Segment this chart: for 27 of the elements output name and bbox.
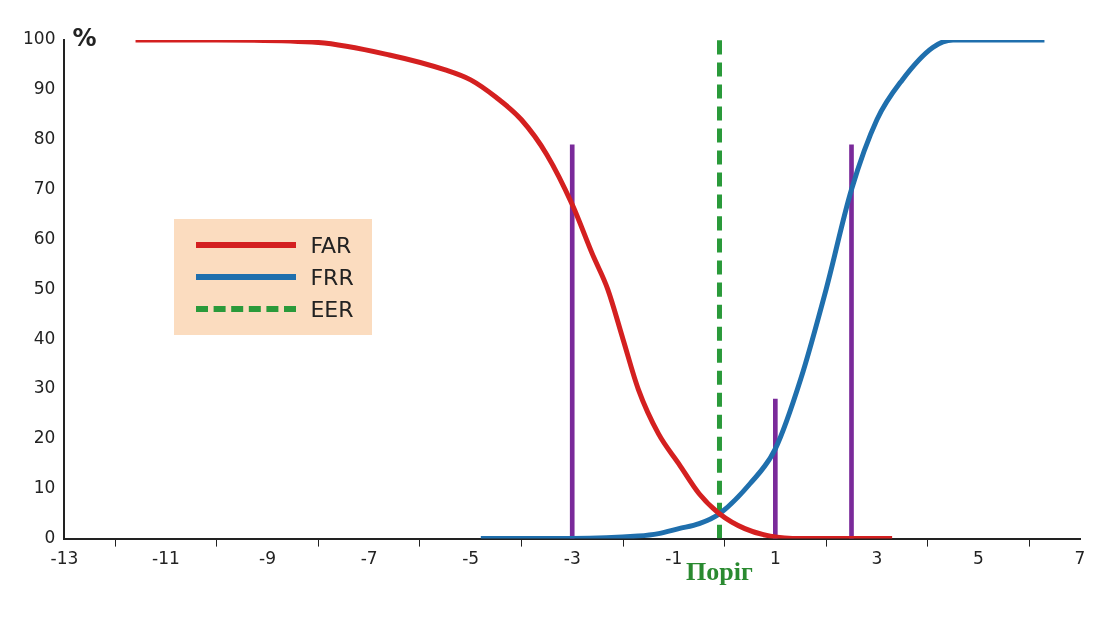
x-tick-label: -13 <box>50 548 79 569</box>
legend-label: EER <box>310 296 354 322</box>
y-tick-label: 80 <box>33 128 56 149</box>
y-tick-label: 10 <box>33 477 56 498</box>
x-tick-label: 3 <box>871 548 883 569</box>
y-tick-label: 0 <box>44 527 56 548</box>
y-axis-title: % <box>72 24 97 53</box>
x-tick-label: -5 <box>462 548 480 569</box>
x-tick-label: -7 <box>360 548 378 569</box>
x-tick-label: 7 <box>1074 548 1086 569</box>
x-tick-label: -11 <box>152 548 180 569</box>
x-tick-label: 1 <box>769 548 781 569</box>
x-tick-label: -9 <box>259 548 277 569</box>
x-tick-label: -3 <box>563 548 581 569</box>
x-tick-label: 5 <box>973 548 984 569</box>
annotation: Поріг <box>686 557 754 587</box>
legend-label: FRR <box>310 264 354 290</box>
y-tick-label: 60 <box>33 227 56 248</box>
legend-label: FAR <box>310 232 352 258</box>
y-tick-label: 30 <box>33 377 56 398</box>
x-tick-label: -1 <box>665 548 683 569</box>
y-tick-label: 50 <box>33 277 56 298</box>
y-tick-label: 100 <box>22 28 56 49</box>
y-tick-label: 20 <box>33 427 56 448</box>
y-tick-label: 90 <box>33 78 56 99</box>
y-tick-label: 70 <box>33 178 56 198</box>
y-tick-label: 40 <box>33 327 56 348</box>
